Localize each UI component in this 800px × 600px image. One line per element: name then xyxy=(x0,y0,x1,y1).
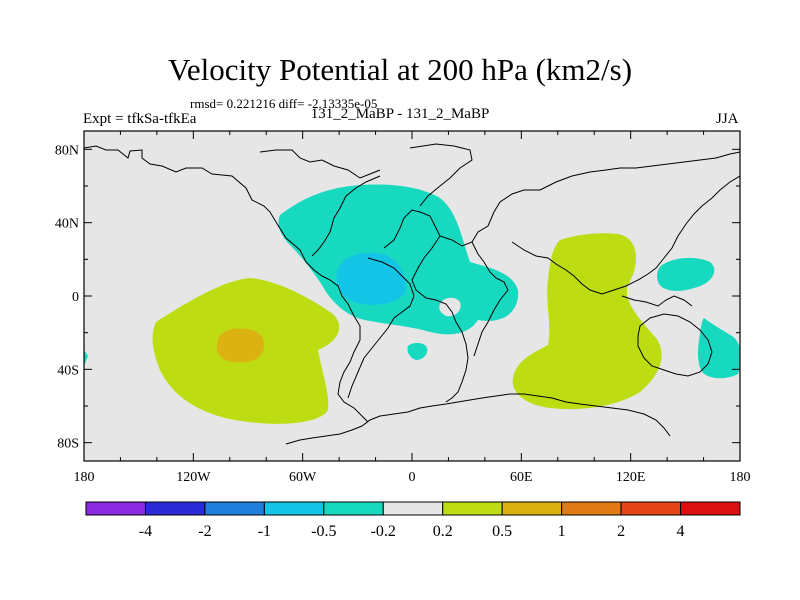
x-tick-label: 180 xyxy=(730,470,751,485)
experiment-label: Expt = tfkSa-tfkEa xyxy=(83,111,197,127)
coastline-asia-north xyxy=(539,151,740,191)
x-tick-label: 0 xyxy=(409,470,416,485)
y-tick-label: 40N xyxy=(55,217,79,232)
plot-title: Velocity Potential at 200 hPa (km2/s) xyxy=(167,52,633,87)
colorbar-box xyxy=(561,501,622,516)
x-tick-label: 120E xyxy=(616,470,646,485)
coastline-africa-east xyxy=(471,241,509,357)
negative-region-pacific-warm-pool xyxy=(657,257,715,291)
coastline-europe xyxy=(383,189,540,249)
colorbar-box xyxy=(204,501,265,516)
rmsd-diff-stats: rmsd= 0.221216 diff= -2.13335e-05 xyxy=(190,96,378,111)
x-tick-label: 180 xyxy=(74,470,95,485)
coastline-indonesia xyxy=(621,295,693,307)
x-tick-label: 120W xyxy=(176,470,211,485)
y-axis: 80N 40N 0 40S 80S xyxy=(55,143,740,452)
colorbar-box xyxy=(620,501,682,516)
case-label: 131_2_MaBP - 131_2_MaBP xyxy=(310,106,490,122)
coastline-south-america xyxy=(329,279,369,423)
coastline-north-america-east xyxy=(311,175,381,257)
coastlines xyxy=(84,143,740,445)
positive-region-indian-ocean xyxy=(512,233,662,410)
colorbar-box xyxy=(382,501,444,516)
colorbar-label: -0.2 xyxy=(371,523,396,540)
positive-core-south-pacific xyxy=(216,328,265,363)
coastline-greenland xyxy=(409,143,473,207)
coastline-africa xyxy=(411,235,469,403)
x-tick-label: 60W xyxy=(289,470,317,485)
neutral-hole-central-africa xyxy=(439,297,461,317)
colorbar-box xyxy=(323,501,384,516)
colorbar-label: 0.5 xyxy=(492,523,512,540)
y-tick-label: 0 xyxy=(72,290,79,305)
y-tick-label: 80N xyxy=(55,143,79,158)
colorbar-label: -2 xyxy=(198,523,211,540)
colorbar-label: 0.2 xyxy=(433,523,453,540)
colorbar-box xyxy=(680,501,741,516)
coastline-arctic-islands xyxy=(259,149,381,179)
negative-core-amazon xyxy=(336,252,406,305)
y-tick-label: 80S xyxy=(57,437,79,452)
colorbar-box xyxy=(144,501,206,516)
colorbar-label: -4 xyxy=(139,523,152,540)
colorbar-label: -0.5 xyxy=(311,523,336,540)
coastline-asia-south xyxy=(511,175,740,295)
coastline-antarctica xyxy=(285,393,671,445)
negative-region-far-west xyxy=(84,350,88,366)
colorbar-box xyxy=(442,501,503,516)
colorbar-label: 4 xyxy=(677,523,685,540)
colorbar-box xyxy=(263,501,325,516)
colorbar-box xyxy=(501,501,563,516)
season-label: JJA xyxy=(716,111,739,127)
y-tick-label: 40S xyxy=(57,363,79,378)
colorbar: -4 -2 -1 -0.5 -0.2 0.2 0.5 1 2 4 xyxy=(85,501,741,540)
x-tick-label: 60E xyxy=(510,470,533,485)
x-axis: 180 120W 60W 0 60E 120E 180 xyxy=(74,131,751,485)
colorbar-label: 2 xyxy=(617,523,625,540)
colorbar-label: -1 xyxy=(258,523,271,540)
colorbar-label: 1 xyxy=(558,523,566,540)
coastline-north-america xyxy=(84,145,331,281)
negative-region-atlantic-africa xyxy=(278,184,519,335)
coastline-australia xyxy=(637,313,713,377)
colorbar-box xyxy=(85,501,146,516)
negative-region-south-atlantic xyxy=(407,343,428,360)
coastline-south-america-east xyxy=(347,257,415,399)
